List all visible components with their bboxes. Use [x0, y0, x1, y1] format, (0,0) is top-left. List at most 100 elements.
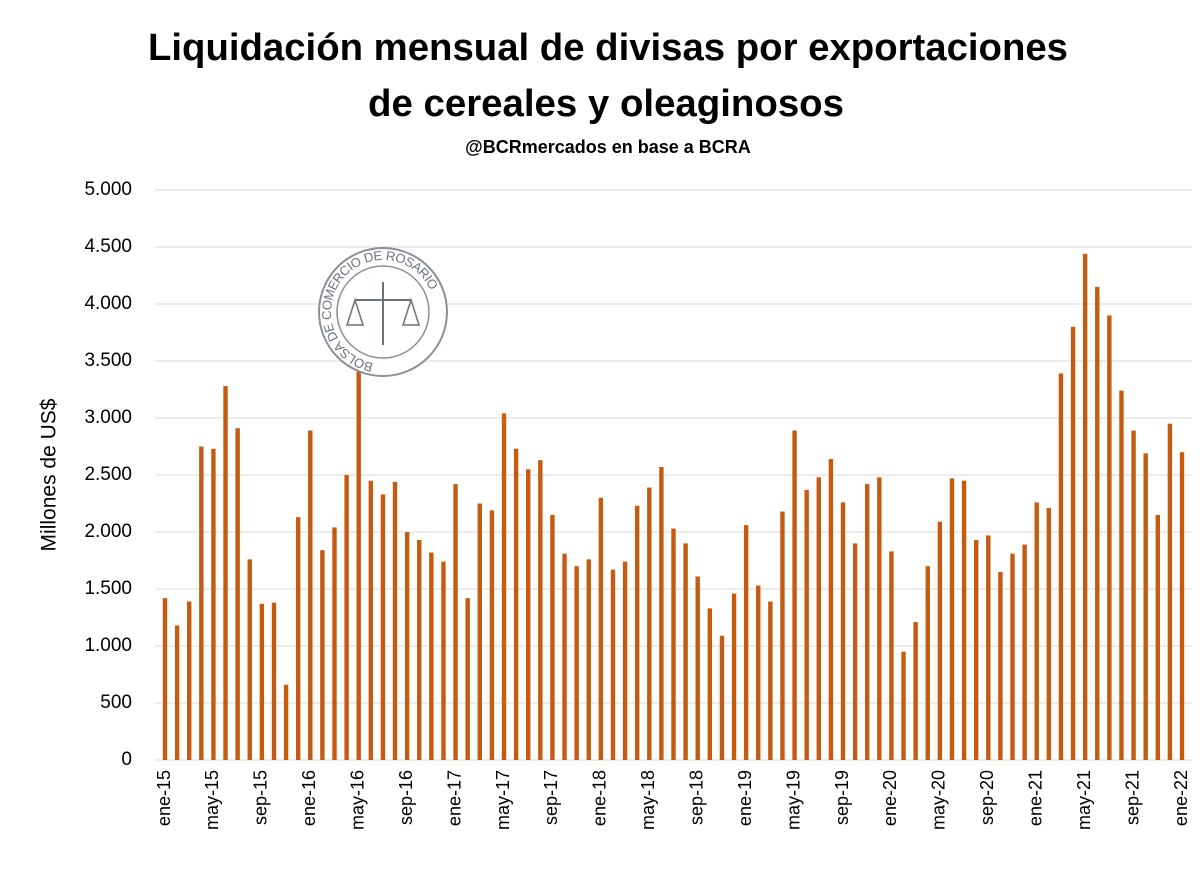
bar [356, 370, 361, 760]
y-axis-label: Millones de US$ [38, 398, 61, 551]
bar [1143, 453, 1148, 760]
bar [743, 525, 749, 760]
chart-subtitle: @BCRmercados en base a BCRA [465, 137, 751, 157]
bar [1107, 315, 1112, 760]
y-tick-label: 3.500 [84, 350, 132, 371]
y-tick-label: 2.000 [84, 521, 132, 542]
bar [550, 514, 555, 760]
y-tick-label: 3.000 [84, 407, 132, 428]
y-tick-label: 0 [121, 749, 132, 770]
x-tick-label: may-16 [347, 770, 367, 830]
bar [731, 593, 737, 760]
bar [1119, 390, 1124, 760]
x-tick-label: sep-18 [686, 770, 706, 825]
bar [913, 622, 918, 760]
x-tick-label: may-21 [1074, 770, 1094, 830]
bar [247, 559, 252, 760]
bar [622, 561, 628, 760]
x-tick-label: may-15 [202, 770, 222, 830]
bar [986, 535, 991, 760]
bar [295, 517, 301, 760]
bar [211, 448, 216, 760]
bar [1167, 423, 1173, 760]
bar [925, 566, 930, 760]
x-tick-label: ene-19 [735, 770, 755, 826]
y-tick-label: 1.000 [84, 635, 132, 656]
bar [707, 608, 713, 760]
plot-area: 0 500 1.000 1.500 2.000 2.500 3.000 3.500 4.000 4… [84, 179, 1192, 830]
bar [647, 487, 652, 760]
bar [1070, 326, 1076, 760]
bar [901, 651, 906, 760]
y-tick-label: 1.500 [84, 578, 132, 599]
bar [453, 484, 458, 760]
bar [719, 635, 725, 760]
bar [429, 552, 434, 760]
chart-title: de cereales y oleaginosos [368, 83, 844, 125]
x-tick-label: ene-18 [590, 770, 610, 826]
x-tick-label: ene-17 [444, 770, 464, 826]
bar [1131, 430, 1136, 760]
bar [489, 510, 495, 760]
x-tick-label: sep-15 [251, 770, 271, 825]
y-tick-label: 2.500 [84, 464, 132, 485]
bar [792, 430, 797, 760]
bar [889, 551, 894, 760]
bar [1034, 502, 1039, 760]
bar [501, 413, 507, 760]
bar [1046, 508, 1052, 760]
x-tick-label: sep-19 [832, 770, 852, 825]
bar [683, 543, 688, 760]
x-tick-label: may-18 [638, 770, 658, 830]
bar [308, 430, 313, 760]
bar [877, 477, 882, 760]
y-tick-label: 500 [100, 692, 132, 713]
bar [380, 494, 386, 760]
y-tick-label: 4.500 [84, 236, 132, 257]
chart-title: Liquidación mensual de divisas por expor… [148, 27, 1068, 69]
bar [562, 553, 567, 760]
bar [768, 601, 773, 760]
bar [804, 489, 809, 760]
x-tick-label: may-20 [929, 770, 949, 830]
x-tick-label: may-19 [783, 770, 803, 830]
x-tick-label: ene-16 [299, 770, 319, 826]
bar [973, 539, 979, 760]
bar [320, 550, 325, 760]
bar [162, 598, 168, 760]
y-tick-label: 4.000 [84, 293, 132, 314]
x-tick-label: ene-15 [154, 770, 174, 826]
bar [465, 598, 470, 760]
bar [368, 480, 374, 760]
bar [526, 469, 531, 760]
x-tick-label: ene-20 [880, 770, 900, 826]
bar [538, 460, 543, 760]
x-tick-label: sep-16 [396, 770, 416, 825]
bar [840, 502, 846, 760]
x-tick-label: sep-21 [1122, 770, 1142, 825]
logo-ring [336, 265, 430, 359]
bar [392, 481, 398, 760]
logo: BOLSA DE COMERCIO DE ROSARIO [318, 247, 448, 377]
bar [259, 603, 265, 760]
bar [417, 539, 422, 760]
bar [1095, 286, 1100, 760]
bar [1082, 253, 1088, 760]
bar [1155, 514, 1160, 760]
bar [961, 480, 967, 760]
bar [659, 467, 664, 760]
bar [404, 532, 410, 760]
bar [756, 585, 761, 760]
bar [235, 428, 240, 760]
bar [828, 459, 834, 760]
x-tick-label: sep-17 [541, 770, 561, 825]
x-tick-label: ene-21 [1025, 770, 1045, 826]
bar [271, 602, 277, 760]
bar [441, 561, 446, 760]
bar [865, 484, 870, 760]
bar [1058, 373, 1064, 760]
x-tick-label: may-17 [493, 770, 513, 830]
bar [199, 446, 204, 760]
bar [174, 625, 180, 760]
